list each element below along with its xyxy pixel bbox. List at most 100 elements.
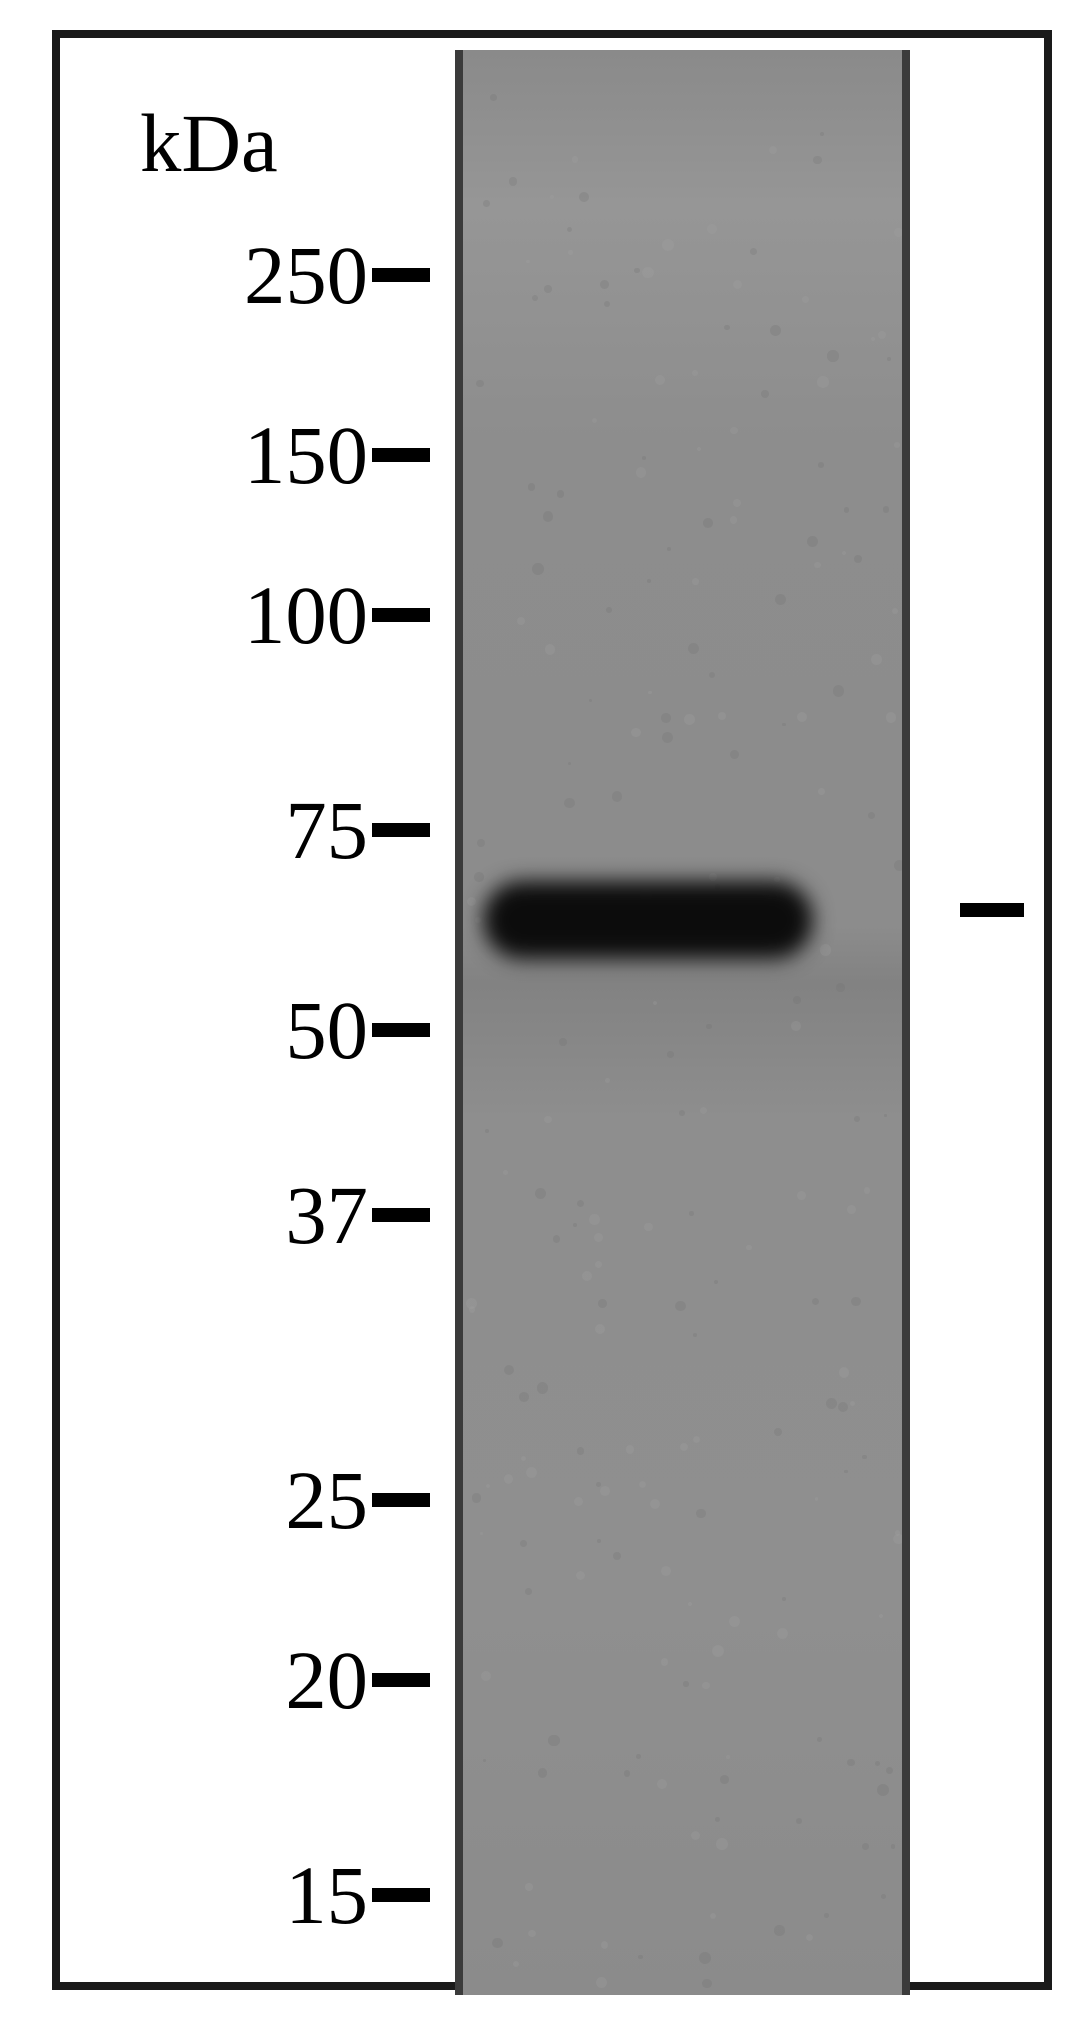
lane-speckle	[839, 1367, 849, 1377]
lane-speckle	[472, 1493, 481, 1502]
lane-speckle	[481, 1671, 491, 1681]
lane-speckle	[528, 1930, 535, 1937]
lane-speckle	[730, 516, 737, 523]
lane-speckle	[833, 685, 844, 696]
lane-speckle	[684, 714, 695, 725]
lane-speckle	[548, 1735, 560, 1747]
lane-speckle	[709, 873, 717, 881]
lane-speckle	[774, 1925, 785, 1936]
lane-speckle	[483, 200, 490, 207]
lane-speckle	[605, 1078, 610, 1083]
lane-speckle	[770, 325, 781, 336]
lane-speckle	[688, 643, 699, 654]
lane-speckle	[624, 1770, 631, 1777]
lane-speckle	[716, 1838, 728, 1850]
lane-speckle	[824, 1913, 829, 1918]
lane-speckle	[775, 594, 787, 606]
lane-speckle	[817, 1737, 822, 1742]
lane-speckle	[847, 1759, 854, 1766]
lane-speckle	[688, 1602, 692, 1606]
lane-speckle	[871, 337, 875, 341]
lane-speckle	[774, 1428, 782, 1436]
lane-speckle	[793, 996, 801, 1004]
lane-speckle	[714, 1280, 718, 1284]
lane-speckle	[661, 1566, 671, 1576]
lane-speckle	[639, 1481, 646, 1488]
lane-speckle	[689, 1211, 693, 1215]
lane-speckle	[895, 1530, 900, 1535]
ladder-marker: 250	[90, 232, 430, 319]
lane-speckle	[636, 1754, 641, 1759]
lane-speckle	[864, 1187, 871, 1194]
lane-speckle	[844, 507, 849, 512]
blot-lane	[455, 50, 910, 1995]
lane-speckle	[729, 1616, 740, 1627]
ladder-marker-label: 75	[285, 782, 368, 878]
lane-speckle	[702, 1979, 712, 1989]
lane-speckle	[894, 860, 905, 871]
lane-speckle	[519, 1392, 529, 1402]
ladder-marker-label: 15	[285, 1847, 368, 1943]
lane-speckle	[513, 1961, 519, 1967]
lane-speckle	[844, 1470, 847, 1473]
ladder-marker: 15	[90, 1852, 430, 1939]
lane-speckle	[891, 1844, 895, 1848]
lane-speckle	[854, 555, 862, 563]
lane-speckle	[474, 872, 483, 881]
lane-speckle	[836, 983, 845, 992]
lane-speckle	[750, 248, 757, 255]
ladder-marker: 100	[90, 572, 430, 659]
ladder-tick-icon	[372, 823, 430, 837]
lane-speckle	[850, 1401, 855, 1406]
kda-unit-label: kDa	[140, 95, 278, 191]
lane-speckle	[661, 713, 671, 723]
lane-speckle	[699, 1952, 711, 1964]
lane-speckle	[875, 1761, 881, 1767]
ladder-marker-label: 100	[244, 567, 368, 663]
lane-speckle	[653, 1001, 657, 1005]
lane-speckle	[691, 1831, 700, 1840]
lane-speckle	[517, 617, 525, 625]
lane-speckle	[879, 1614, 883, 1618]
lane-speckle	[579, 192, 589, 202]
lane-speckle	[894, 442, 900, 448]
lane-speckle	[648, 691, 652, 695]
lane-speckle	[604, 301, 610, 307]
lane-speckle	[595, 1324, 605, 1334]
lane-speckle	[697, 447, 701, 451]
lane-speckle	[504, 1365, 515, 1376]
lane-speckle	[797, 1191, 806, 1200]
lane-speckle	[712, 1645, 724, 1657]
lane-speckle	[485, 1129, 489, 1133]
lane-speckle	[544, 285, 552, 293]
lane-speckle	[550, 195, 554, 199]
lane-speckle	[573, 1223, 577, 1227]
lane-speckle	[532, 295, 539, 302]
lane-speckle	[528, 483, 536, 491]
lane-speckle	[582, 1271, 592, 1281]
lane-speckle	[820, 944, 831, 955]
lane-speckle	[596, 1977, 607, 1988]
lane-speckle	[796, 1818, 802, 1824]
lane-speckle	[894, 228, 903, 237]
lane-speckle	[601, 1941, 609, 1949]
lane-speckle	[538, 1768, 547, 1777]
lane-speckle	[904, 875, 910, 884]
lane-speckle	[657, 1779, 667, 1789]
lane-speckle	[693, 1436, 700, 1443]
lane-speckle	[567, 227, 572, 232]
lane-speckle	[820, 132, 824, 136]
ladder-tick-icon	[372, 1673, 430, 1687]
lane-speckle	[700, 1107, 707, 1114]
lane-speckle	[480, 1532, 483, 1535]
lane-speckle	[594, 1233, 603, 1242]
lane-speckle	[596, 1482, 601, 1487]
ladder-marker: 150	[90, 412, 430, 499]
lane-speckle	[802, 296, 809, 303]
ladder-marker: 20	[90, 1637, 430, 1724]
lane-speckle	[702, 1682, 710, 1690]
lane-speckle	[909, 719, 910, 728]
lane-speckle	[662, 239, 674, 251]
lane-speckle	[574, 1497, 583, 1506]
lane-speckle	[838, 1402, 848, 1412]
